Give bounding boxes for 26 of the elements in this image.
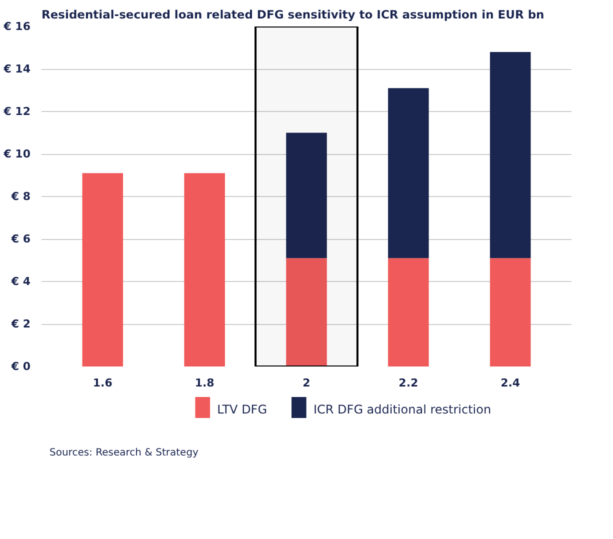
- bar: [490, 52, 531, 258]
- y-tick-label: € 12: [2, 105, 31, 118]
- x-tick-label: 2: [302, 376, 310, 390]
- source-note: Sources: Research & Strategy: [50, 448, 199, 458]
- y-tick-label: € 10: [2, 148, 31, 160]
- x-tick-label: 2.4: [500, 376, 520, 390]
- y-tick-label: € 2: [10, 318, 31, 330]
- y-tick-label: € 0: [10, 360, 31, 373]
- bar: [388, 88, 429, 258]
- bar: [184, 173, 225, 366]
- bar: [286, 258, 327, 366]
- legend-label: ICR DFG additional restriction: [313, 402, 492, 416]
- y-tick-label: € 6: [10, 232, 31, 246]
- bar: [388, 258, 429, 366]
- y-tick-label: € 14: [2, 62, 31, 76]
- x-tick-label: 1.8: [194, 376, 214, 390]
- y-tick-label: € 4: [10, 275, 31, 288]
- bar: [82, 173, 124, 366]
- x-tick-label: 1.6: [92, 376, 113, 390]
- y-tick-label: € 8: [10, 190, 31, 203]
- y-tick-label: € 16: [2, 20, 31, 33]
- chart-title: Residential-secured loan related DFG sensitivity to ICR assumption in EUR bn: [42, 8, 544, 22]
- bar: [490, 258, 531, 366]
- bar: [286, 132, 327, 258]
- legend-label: LTV DFG: [217, 402, 268, 416]
- x-tick-label: 2.2: [398, 376, 418, 390]
